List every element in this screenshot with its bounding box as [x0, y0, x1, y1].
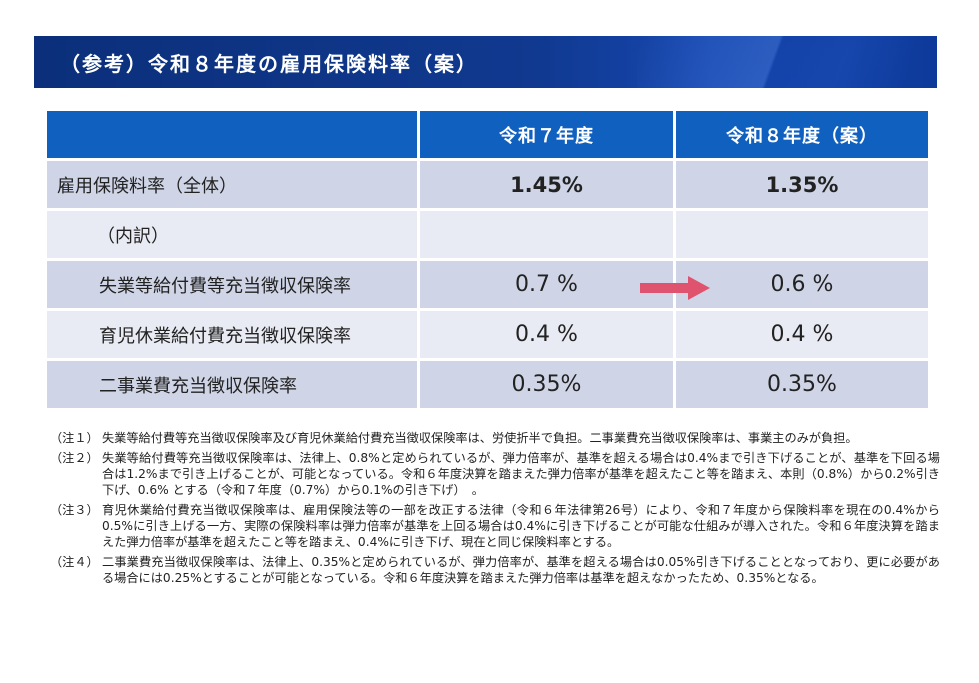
note-item: （注４） 二事業費充当徴収保険率は、法律上、0.35%と定められているが、弾力倍…: [50, 554, 940, 586]
table-row: 育児休業給付費充当徴収保険率 0.4 % 0.4 %: [44, 308, 931, 361]
note-item: （注１） 失業等給付費等充当徴収保険率及び育児休業給付費充当徴収保険率は、労使折…: [50, 430, 940, 446]
value-r8-breakdown: [673, 208, 931, 261]
value-r7-breakdown: [417, 208, 676, 261]
header-r7: 令和７年度: [417, 108, 676, 161]
notes-section: （注１） 失業等給付費等充当徴収保険率及び育児休業給付費充当徴収保険率は、労使折…: [50, 430, 940, 590]
note-label: （注１）: [50, 431, 99, 445]
note-text: 二事業費充当徴収保険率は、法律上、0.35%と定められているが、弾力倍率が、基準…: [102, 555, 940, 585]
row-label-childcare: 育児休業給付費充当徴収保険率: [44, 308, 420, 361]
header-r8: 令和８年度（案）: [673, 108, 931, 161]
table-header-row: 令和７年度 令和８年度（案）: [44, 108, 931, 161]
value-r8-childcare: 0.4 %: [673, 308, 931, 361]
row-label-total: 雇用保険料率（全体）: [44, 158, 420, 211]
insurance-rate-table: 令和７年度 令和８年度（案） 雇用保険料率（全体） 1.45% 1.35% （内…: [44, 108, 931, 411]
row-label-two-projects: 二事業費充当徴収保険率: [44, 358, 420, 411]
value-r8-unemployment: 0.6 %: [673, 258, 931, 311]
note-text: 失業等給付費等充当徴収保険率及び育児休業給付費充当徴収保険率は、労使折半で負担。…: [102, 431, 858, 445]
table-row: 失業等給付費等充当徴収保険率 0.7 % 0.6 %: [44, 258, 931, 311]
table-row: （内訳）: [44, 208, 931, 261]
note-label: （注４）: [50, 555, 99, 569]
note-label: （注３）: [50, 503, 99, 517]
note-label: （注２）: [50, 451, 99, 465]
value-r7-unemployment: 0.7 %: [417, 258, 676, 311]
value-r8-total: 1.35%: [673, 158, 931, 211]
table-row: 雇用保険料率（全体） 1.45% 1.35%: [44, 158, 931, 211]
title-banner: （参考）令和８年度の雇用保険料率（案）: [34, 36, 937, 88]
row-label-unemployment: 失業等給付費等充当徴収保険率: [44, 258, 420, 311]
row-label-breakdown: （内訳）: [44, 208, 420, 261]
note-item: （注２） 失業等給付費等充当徴収保険率は、法律上、0.8%と定められているが、弾…: [50, 450, 940, 498]
page-title: （参考）令和８年度の雇用保険料率（案）: [60, 52, 478, 76]
value-r7-total: 1.45%: [417, 158, 676, 211]
header-blank: [44, 108, 420, 161]
note-text: 育児休業給付費充当徴収保険率は、雇用保険法等の一部を改正する法律（令和６年法律第…: [102, 503, 940, 549]
value-r7-childcare: 0.4 %: [417, 308, 676, 361]
note-item: （注３） 育児休業給付費充当徴収保険率は、雇用保険法等の一部を改正する法律（令和…: [50, 502, 940, 550]
table-row: 二事業費充当徴収保険率 0.35% 0.35%: [44, 358, 931, 411]
note-text: 失業等給付費等充当徴収保険率は、法律上、0.8%と定められているが、弾力倍率が、…: [102, 451, 940, 497]
value-r8-two-projects: 0.35%: [673, 358, 931, 411]
decrease-arrow-icon: [640, 276, 710, 300]
value-r7-two-projects: 0.35%: [417, 358, 676, 411]
